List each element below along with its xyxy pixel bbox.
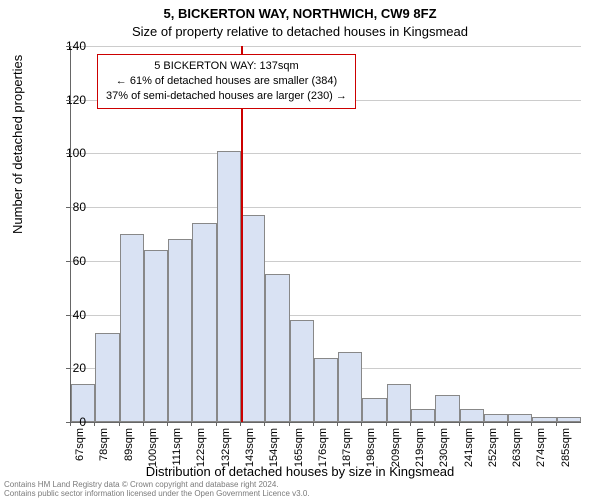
x-tick-mark — [459, 422, 460, 426]
histogram-bar — [362, 398, 386, 422]
histogram-bar — [338, 352, 362, 422]
x-tick-label: 67sqm — [74, 428, 86, 478]
annotation-line: 5 BICKERTON WAY: 137sqm — [106, 59, 347, 74]
x-tick-mark — [410, 422, 411, 426]
histogram-bar — [217, 151, 241, 422]
x-tick-label: 154sqm — [268, 428, 280, 478]
histogram-bar — [532, 417, 556, 422]
y-axis-label: Number of detached properties — [10, 55, 25, 234]
footer-attribution: Contains HM Land Registry data © Crown c… — [4, 480, 310, 498]
y-tick-mark — [66, 153, 70, 154]
x-tick-mark — [434, 422, 435, 426]
histogram-bar — [120, 234, 144, 422]
x-tick-label: 209sqm — [390, 428, 402, 478]
annotation-box: 5 BICKERTON WAY: 137sqm← 61% of detached… — [97, 54, 356, 109]
title-sub: Size of property relative to detached ho… — [0, 24, 600, 39]
x-tick-label: 132sqm — [220, 428, 232, 478]
histogram-bar — [192, 223, 216, 422]
histogram-bar — [290, 320, 314, 422]
x-tick-label: 143sqm — [244, 428, 256, 478]
footer-line-1: Contains HM Land Registry data © Crown c… — [4, 480, 310, 489]
x-tick-mark — [264, 422, 265, 426]
x-tick-mark — [143, 422, 144, 426]
y-tick-mark — [66, 368, 70, 369]
x-tick-mark — [337, 422, 338, 426]
x-tick-mark — [167, 422, 168, 426]
histogram-bar — [484, 414, 508, 422]
x-tick-label: 78sqm — [98, 428, 110, 478]
histogram-bar — [314, 358, 338, 422]
histogram-bar — [241, 215, 265, 422]
x-tick-label: 100sqm — [147, 428, 159, 478]
x-tick-mark — [313, 422, 314, 426]
grid-line — [71, 153, 581, 154]
x-tick-label: 176sqm — [317, 428, 329, 478]
y-tick-mark — [66, 100, 70, 101]
histogram-bar — [144, 250, 168, 422]
x-tick-mark — [556, 422, 557, 426]
y-tick-mark — [66, 315, 70, 316]
x-tick-mark — [386, 422, 387, 426]
y-tick-mark — [66, 207, 70, 208]
histogram-bar — [265, 274, 289, 422]
x-tick-label: 230sqm — [438, 428, 450, 478]
x-tick-mark — [361, 422, 362, 426]
x-tick-mark — [216, 422, 217, 426]
histogram-bar — [435, 395, 459, 422]
x-tick-mark — [191, 422, 192, 426]
x-tick-mark — [483, 422, 484, 426]
histogram-bar — [508, 414, 532, 422]
title-main: 5, BICKERTON WAY, NORTHWICH, CW9 8FZ — [0, 6, 600, 21]
plot-area: 5 BICKERTON WAY: 137sqm← 61% of detached… — [70, 46, 581, 423]
x-tick-mark — [70, 422, 71, 426]
y-tick-mark — [66, 261, 70, 262]
x-tick-label: 122sqm — [195, 428, 207, 478]
x-tick-label: 187sqm — [341, 428, 353, 478]
grid-line — [71, 46, 581, 47]
histogram-bar — [95, 333, 119, 422]
x-tick-label: 252sqm — [487, 428, 499, 478]
grid-line — [71, 207, 581, 208]
x-tick-label: 274sqm — [535, 428, 547, 478]
x-tick-label: 198sqm — [365, 428, 377, 478]
histogram-bar — [411, 409, 435, 422]
histogram-bar — [460, 409, 484, 422]
footer-line-2: Contains public sector information licen… — [4, 489, 310, 498]
x-tick-mark — [507, 422, 508, 426]
y-tick-mark — [66, 46, 70, 47]
histogram-bar — [168, 239, 192, 422]
x-tick-label: 263sqm — [511, 428, 523, 478]
x-tick-mark — [289, 422, 290, 426]
x-tick-mark — [119, 422, 120, 426]
x-tick-label: 111sqm — [171, 428, 183, 478]
x-tick-mark — [531, 422, 532, 426]
histogram-bar — [387, 384, 411, 422]
chart-container: 5, BICKERTON WAY, NORTHWICH, CW9 8FZ Siz… — [0, 0, 600, 500]
x-tick-label: 219sqm — [414, 428, 426, 478]
x-tick-mark — [240, 422, 241, 426]
x-tick-label: 165sqm — [293, 428, 305, 478]
annotation-line: 37% of semi-detached houses are larger (… — [106, 89, 347, 104]
x-tick-label: 285sqm — [560, 428, 572, 478]
histogram-bar — [557, 417, 581, 422]
x-tick-label: 241sqm — [463, 428, 475, 478]
x-tick-label: 89sqm — [123, 428, 135, 478]
x-tick-mark — [94, 422, 95, 426]
annotation-line: ← 61% of detached houses are smaller (38… — [106, 74, 347, 89]
